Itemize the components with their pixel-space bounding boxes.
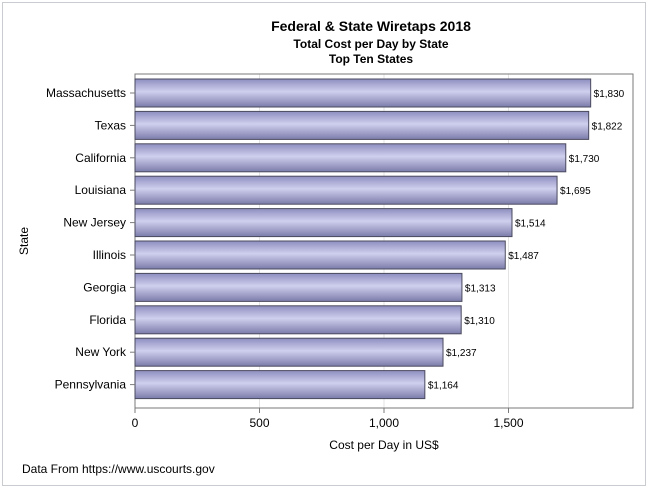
y-tick-label: Texas <box>95 118 126 132</box>
chart-subtitle-2: Top Ten States <box>329 52 414 66</box>
bar <box>134 370 426 400</box>
y-tick-label: Louisiana <box>75 183 127 197</box>
y-tick-label: Illinois <box>93 248 126 262</box>
bar <box>134 337 444 367</box>
x-axis-label: Cost per Day in US$ <box>329 438 439 452</box>
y-axis-label: State <box>17 227 31 255</box>
y-tick-label: Georgia <box>83 280 126 294</box>
x-tick-labels: 0 500 1,000 1,500 <box>132 408 524 430</box>
bars: $1,830 $1,822 $1,730 $1,695 $1,514 $1,487 $1,3… <box>134 78 625 400</box>
data-label: $1,237 <box>446 348 477 359</box>
y-tick-labels: Massachusetts Texas California Louisiana New… <box>46 86 135 392</box>
bar <box>134 175 558 205</box>
footnote: Data From https://www.uscourts.gov <box>22 462 215 476</box>
y-tick-label: Pennsylvania <box>55 378 127 392</box>
bar <box>134 305 462 335</box>
data-label: $1,730 <box>569 154 600 165</box>
data-label: $1,514 <box>515 219 546 230</box>
chart-subtitle: Total Cost per Day by State <box>293 37 448 51</box>
data-label: $1,487 <box>508 251 539 262</box>
x-tick-label: 0 <box>132 416 139 430</box>
y-tick-label: California <box>75 151 126 165</box>
data-label: $1,164 <box>428 381 459 392</box>
x-tick-label: 1,000 <box>369 416 399 430</box>
y-tick-label: Massachusetts <box>46 86 126 100</box>
bar <box>134 208 513 238</box>
data-label: $1,830 <box>594 89 625 100</box>
bar <box>134 240 506 270</box>
y-tick-label: Florida <box>89 313 126 327</box>
data-label: $1,695 <box>560 186 591 197</box>
bar <box>134 110 590 140</box>
bar <box>134 143 567 173</box>
y-tick-label: New Jersey <box>63 216 126 230</box>
y-tick-label: New York <box>75 345 127 359</box>
x-tick-label: 1,500 <box>493 416 523 430</box>
bar <box>134 272 463 302</box>
data-label: $1,313 <box>465 283 496 294</box>
x-tick-label: 500 <box>249 416 269 430</box>
bar <box>134 78 592 108</box>
data-label: $1,310 <box>464 316 495 327</box>
chart-title: Federal & State Wiretaps 2018 <box>271 18 471 34</box>
data-label: $1,822 <box>592 121 623 132</box>
